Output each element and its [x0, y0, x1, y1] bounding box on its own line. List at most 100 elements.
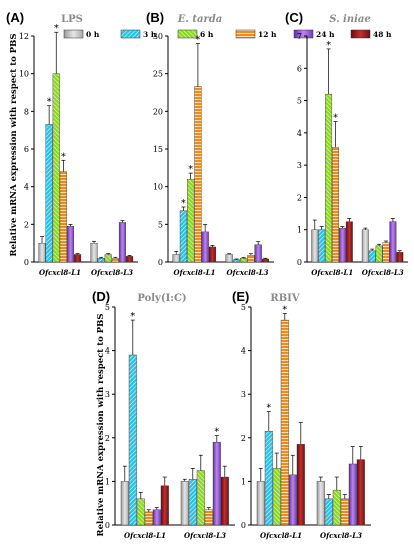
bar-24h — [201, 231, 209, 263]
y-tick-label: 5 — [158, 220, 163, 229]
y-tick-label: 3 — [105, 390, 110, 399]
y-axis-label-top: Relative mRNA expression with respect to… — [9, 34, 19, 257]
bar-6h — [196, 470, 205, 526]
category-label: Ofcxcl8-L1 — [311, 268, 353, 277]
bar-48h — [208, 246, 217, 263]
category-label: Ofcxcl8-L1 — [173, 268, 215, 277]
y-tick-label: 4 — [241, 347, 246, 356]
legend-swatch-12h — [235, 29, 256, 39]
y-tick-label: 20 — [153, 107, 163, 116]
bar-0h — [316, 481, 325, 526]
bar-3h — [128, 354, 137, 526]
legend-label-12h: 12 h — [258, 30, 277, 39]
y-tick-label: 1 — [105, 477, 110, 486]
bar-0h — [90, 242, 98, 263]
bar-6h — [332, 489, 341, 526]
bar-48h — [220, 476, 229, 526]
bar-0h — [172, 254, 180, 263]
bar-24h — [212, 441, 221, 526]
bar-0h — [225, 254, 233, 263]
title-b: E. tarda — [177, 14, 222, 25]
chart-s-iniae: 0 1 2 3 4 5 6 7 * * Ofcxcl8-L1 Ofcxcl8-L3 — [297, 32, 408, 277]
y-tick-label: 1 — [241, 477, 246, 486]
bar-6h — [272, 468, 281, 526]
title-a: LPS — [61, 14, 83, 25]
bar-12h — [247, 255, 255, 263]
y-tick-label: 12 — [19, 32, 29, 41]
significance-marker: * — [61, 151, 66, 162]
panel-label-d: (D) — [92, 289, 110, 304]
y-tick-label: 30 — [153, 32, 163, 41]
y-tick-label: 3 — [297, 161, 302, 170]
y-tick-label: 15 — [153, 145, 163, 154]
legend-swatch-24h — [293, 29, 314, 39]
category-label: Ofcxcl8-L3 — [362, 268, 404, 277]
y-tick-label: 0 — [105, 521, 110, 530]
category-label: Ofcxcl8-L1 — [124, 531, 166, 540]
bar-12h — [111, 258, 119, 263]
category-label: Ofcxcl8-L1 — [39, 268, 81, 277]
legend-label-0h: 0 h — [86, 30, 100, 39]
significance-marker: * — [214, 427, 219, 438]
bar-6h — [240, 258, 248, 263]
bar-3h — [232, 259, 241, 263]
legend-label-3h: 3 h — [143, 30, 157, 39]
bar-24h — [288, 474, 297, 526]
bar-12h — [332, 147, 339, 263]
bar-48h — [126, 256, 134, 263]
chart-lps: 0 2 4 6 8 10 12 * * * Ofcxcl8-L1 Ofcxcl8-L3 — [19, 23, 138, 277]
bar-6h — [52, 73, 60, 263]
y-tick-label: 2 — [105, 434, 110, 443]
bar-3h — [368, 250, 376, 263]
bar-48h — [160, 485, 169, 526]
bar-48h — [296, 444, 305, 526]
chart-rbiv: 0 1 2 3 4 5 * * Ofcxcl8-L1 Ofcxcl8-L3 — [241, 303, 371, 540]
y-tick-label: 5 — [297, 97, 302, 106]
bar-3h — [324, 498, 333, 526]
significance-marker: * — [195, 35, 200, 46]
bar-0h — [38, 242, 46, 263]
y-tick-label: 0 — [24, 258, 29, 267]
legend: 0 h 3 h 6 h 12 h 24 h 48 h — [63, 29, 392, 39]
panel-label-c: (C) — [285, 10, 303, 25]
legend-swatch-0h — [63, 29, 84, 39]
y-tick-label: 3 — [241, 390, 246, 399]
bar-24h — [118, 222, 127, 263]
bar-3h — [45, 124, 53, 263]
category-label: Ofcxcl8-L3 — [91, 268, 133, 277]
legend-swatch-3h — [120, 29, 141, 39]
chart-e-tarda: 0 5 10 15 20 25 30 * * * Ofcxcl8-L1 Ofcxcl8-L3 — [153, 32, 274, 277]
significance-marker: * — [181, 198, 186, 209]
bar-6h — [104, 254, 112, 263]
y-tick-label: 0 — [241, 521, 246, 530]
bar-24h — [348, 463, 357, 526]
significance-marker: * — [47, 97, 52, 108]
bar-0h — [256, 481, 265, 526]
significance-marker: * — [333, 113, 338, 124]
category-label: Ofcxcl8-L3 — [320, 531, 362, 540]
y-tick-label: 5 — [105, 303, 110, 312]
y-tick-label: 8 — [24, 107, 29, 116]
bar-24h — [152, 509, 161, 526]
y-tick-label: 2 — [297, 193, 302, 202]
bar-12h — [194, 86, 202, 263]
bar-0h — [180, 481, 189, 526]
bar-0h — [361, 229, 369, 263]
category-label: Ofcxcl8-L3 — [184, 531, 226, 540]
bar-12h — [59, 171, 67, 263]
y-tick-label: 25 — [153, 70, 163, 79]
significance-marker: * — [326, 40, 331, 51]
category-label: Ofcxcl8-L1 — [260, 531, 302, 540]
y-tick-label: 0 — [158, 258, 163, 267]
y-tick-label: 5 — [241, 303, 246, 312]
y-tick-label: 0 — [297, 258, 302, 267]
bar-12h — [204, 509, 213, 526]
panel-label-e: (E) — [232, 289, 249, 304]
significance-marker: * — [266, 403, 271, 414]
y-tick-label: 1 — [297, 226, 302, 235]
title-e: RBIV — [270, 293, 299, 304]
y-tick-label: 10 — [153, 183, 163, 192]
bar-6h — [136, 498, 145, 526]
bar-24h — [389, 221, 397, 263]
y-tick-label: 7 — [297, 32, 302, 41]
